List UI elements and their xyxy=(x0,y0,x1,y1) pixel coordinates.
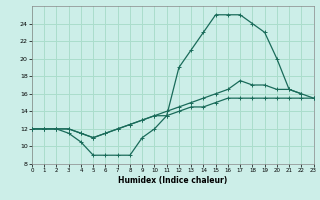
X-axis label: Humidex (Indice chaleur): Humidex (Indice chaleur) xyxy=(118,176,228,185)
